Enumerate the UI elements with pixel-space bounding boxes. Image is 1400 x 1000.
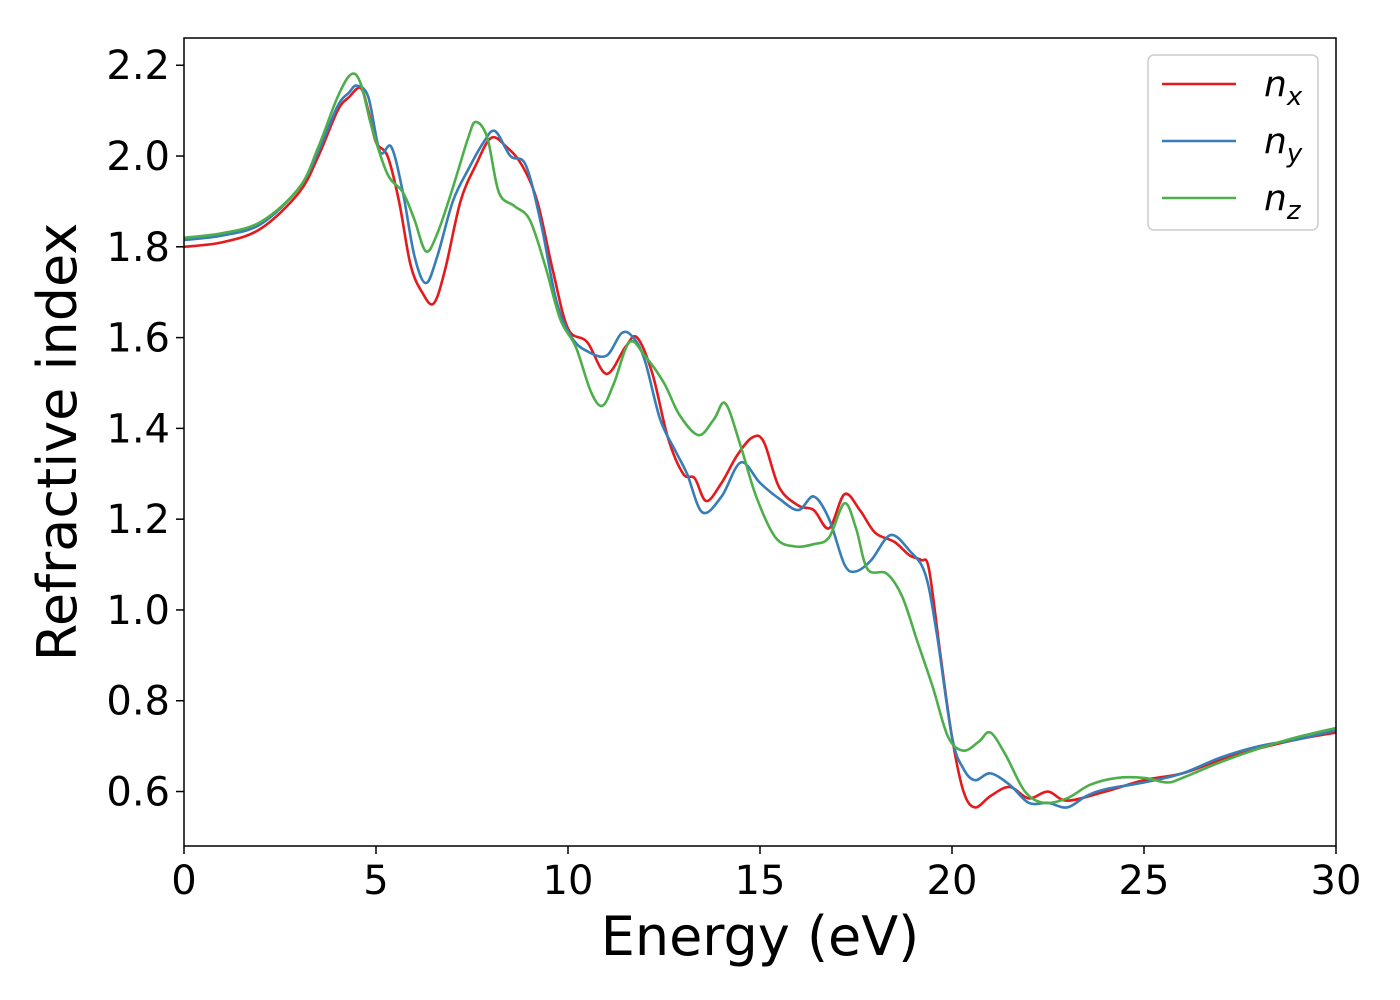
series-layer (184, 72, 1336, 809)
legend-box (1147, 54, 1319, 231)
series-line-nz (184, 72, 1336, 805)
y-tick-label: 1.0 (106, 588, 170, 634)
y-tick-label: 1.8 (106, 225, 170, 271)
x-tick-label: 0 (171, 858, 196, 904)
x-tick-label: 10 (543, 858, 594, 904)
legend-label-nx: nx (1264, 64, 1303, 112)
x-tick-label: 30 (1311, 858, 1362, 904)
x-tick-label: 25 (1119, 858, 1170, 904)
x-tick-label: 5 (363, 858, 388, 904)
x-tick-label: 15 (735, 858, 786, 904)
y-tick-label: 2.0 (106, 134, 170, 180)
y-tick-label: 1.4 (106, 406, 170, 452)
x-tick-label: 20 (927, 858, 978, 904)
x-axis-title: Energy (eV) (601, 905, 920, 968)
y-axis: 0.6 0.8 1.0 1.2 1.4 1.6 1.8 2.0 2.2 (106, 43, 184, 816)
y-axis-title: Refractive index (26, 223, 89, 662)
x-axis: 0 5 10 15 20 25 30 (171, 846, 1361, 904)
y-tick-label: 2.2 (106, 43, 170, 89)
y-tick-label: 0.8 (106, 679, 170, 725)
y-tick-label: 0.6 (106, 770, 170, 816)
y-tick-label: 1.2 (106, 497, 170, 543)
series-line-ny (184, 84, 1336, 809)
y-tick-label: 1.6 (106, 316, 170, 362)
